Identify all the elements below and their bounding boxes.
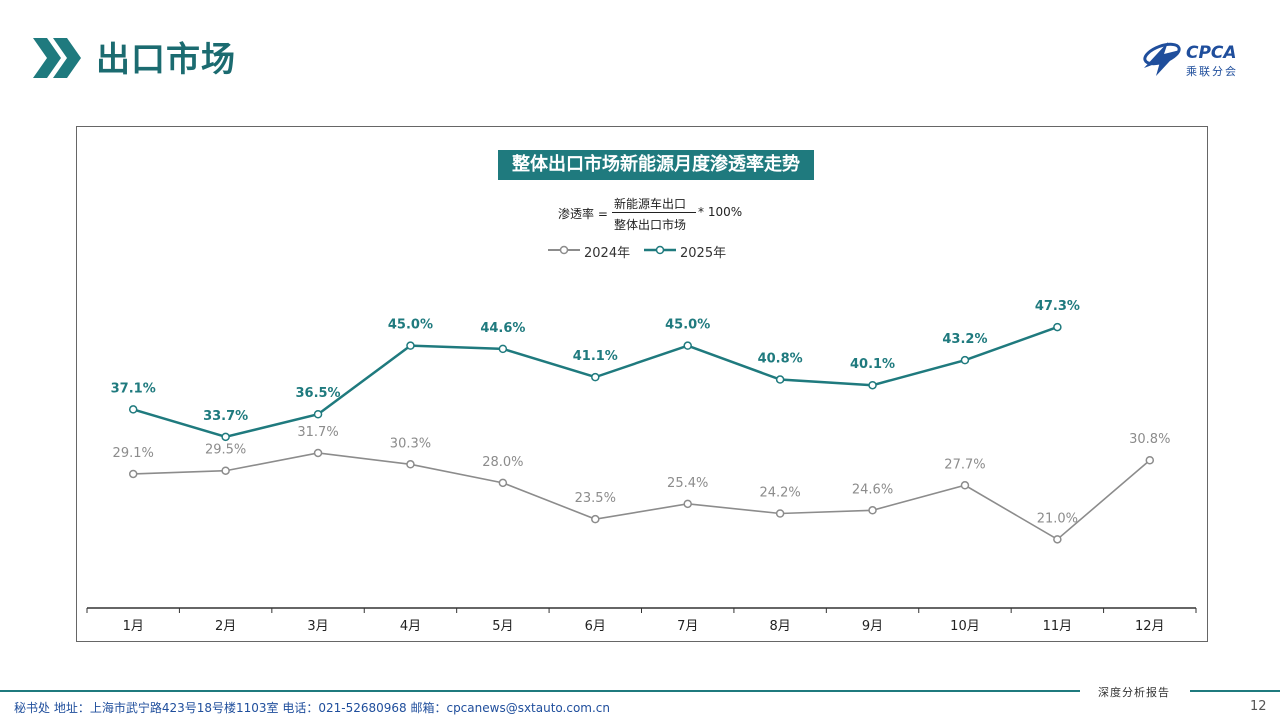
- data-label-2024: 23.5%: [575, 491, 616, 506]
- data-label-2024: 28.0%: [482, 455, 523, 470]
- legend-marker-2024-icon: [548, 245, 580, 255]
- data-label-2025: 45.0%: [665, 318, 710, 333]
- legend-label-2024: 2024年: [584, 246, 631, 261]
- page-number: 12: [1250, 699, 1267, 714]
- data-label-2025: 40.8%: [758, 352, 803, 367]
- data-label-2024: 25.4%: [667, 476, 708, 491]
- data-label-2025: 45.0%: [388, 318, 433, 333]
- data-point-2024: [128, 469, 138, 479]
- data-point-2024: [498, 478, 508, 488]
- data-label-2025: 36.5%: [295, 386, 340, 401]
- data-point-2025: [868, 380, 877, 390]
- data-point-2025: [960, 355, 970, 365]
- data-label-2025: 44.6%: [480, 321, 525, 336]
- footer-contact: 秘书处 地址：上海市武宁路423号18号楼1103室 电话：021-526809…: [14, 701, 611, 715]
- logo-text: CPCA: [1186, 43, 1237, 63]
- data-point-2024: [221, 466, 230, 475]
- data-label-2024: 29.5%: [205, 443, 246, 458]
- x-tick-label: 3月: [307, 619, 328, 634]
- legend-label-2025: 2025年: [680, 246, 727, 261]
- data-label-2024: 29.1%: [113, 446, 154, 461]
- data-point-2024: [1145, 455, 1155, 465]
- series-line-2025: [132, 325, 1058, 439]
- series-line-2024: [133, 452, 1151, 541]
- data-point-2024: [313, 448, 323, 458]
- x-tick-label: 5月: [492, 619, 513, 634]
- chart-title: 整体出口市场新能源月度渗透率走势: [498, 150, 814, 180]
- data-point-2025: [313, 409, 323, 419]
- data-point-2024: [406, 460, 415, 469]
- x-tick-label: 7月: [677, 619, 698, 634]
- x-tick-label: 2月: [215, 619, 236, 634]
- formula-rhs: * 100%: [698, 205, 743, 219]
- data-label-2024: 24.6%: [852, 482, 893, 497]
- data-point-2024: [1053, 535, 1062, 544]
- data-label-2025: 33.7%: [203, 409, 248, 424]
- x-tick-label: 4月: [400, 619, 421, 634]
- footer-report-label: 深度分析报告: [1098, 686, 1170, 699]
- data-point-2025: [775, 375, 785, 384]
- data-label-2024: 31.7%: [297, 425, 338, 440]
- footer-divider-right: [1190, 690, 1280, 692]
- data-label-2025: 47.3%: [1035, 299, 1080, 314]
- data-point-2025: [128, 405, 138, 414]
- data-point-2025: [221, 432, 230, 442]
- data-label-2024: 27.7%: [944, 457, 985, 472]
- formula-numerator: 新能源车出口: [614, 197, 687, 211]
- x-tick-label: 12月: [1135, 619, 1165, 634]
- data-label-2024: 24.2%: [759, 486, 800, 501]
- x-tick-label: 8月: [769, 619, 790, 634]
- data-point-2025: [406, 341, 415, 350]
- data-label-2024: 21.0%: [1037, 511, 1078, 526]
- data-point-2024: [591, 514, 600, 524]
- x-tick-label: 9月: [862, 619, 883, 634]
- x-tick-label: 10月: [950, 619, 980, 634]
- data-label-2024: 30.3%: [390, 436, 431, 451]
- data-point-2024: [775, 509, 785, 518]
- data-label-2025: 41.1%: [573, 349, 618, 364]
- data-label-2025: 43.2%: [942, 332, 987, 347]
- data-point-2025: [683, 341, 692, 350]
- x-tick-label: 11月: [1043, 619, 1073, 634]
- data-point-2024: [868, 506, 877, 515]
- data-label-2024: 30.8%: [1129, 432, 1170, 447]
- data-point-2024: [683, 499, 692, 509]
- data-label-2025: 37.1%: [111, 381, 156, 396]
- data-point-2024: [960, 481, 970, 490]
- cpca-logo-icon: [1143, 42, 1181, 76]
- x-tick-label: 6月: [585, 619, 606, 634]
- data-point-2025: [1053, 322, 1062, 332]
- formula-lhs: 渗透率 =: [558, 207, 608, 221]
- logo-subtitle: 乘联分会: [1186, 65, 1238, 78]
- data-point-2025: [591, 372, 600, 382]
- x-tick-label: 1月: [123, 619, 144, 634]
- page-title: 出口市场: [96, 40, 236, 80]
- footer-divider: [0, 690, 1080, 692]
- data-label-2025: 40.1%: [850, 357, 895, 372]
- legend-marker-2025-icon: [644, 245, 676, 255]
- data-point-2025: [498, 344, 508, 354]
- chevron-double-right-icon: [33, 38, 81, 78]
- formula-fraction-line: [612, 212, 696, 213]
- formula-denominator: 整体出口市场: [614, 218, 687, 232]
- formula: 渗透率 = 新能源车出口 整体出口市场 * 100%: [558, 195, 758, 235]
